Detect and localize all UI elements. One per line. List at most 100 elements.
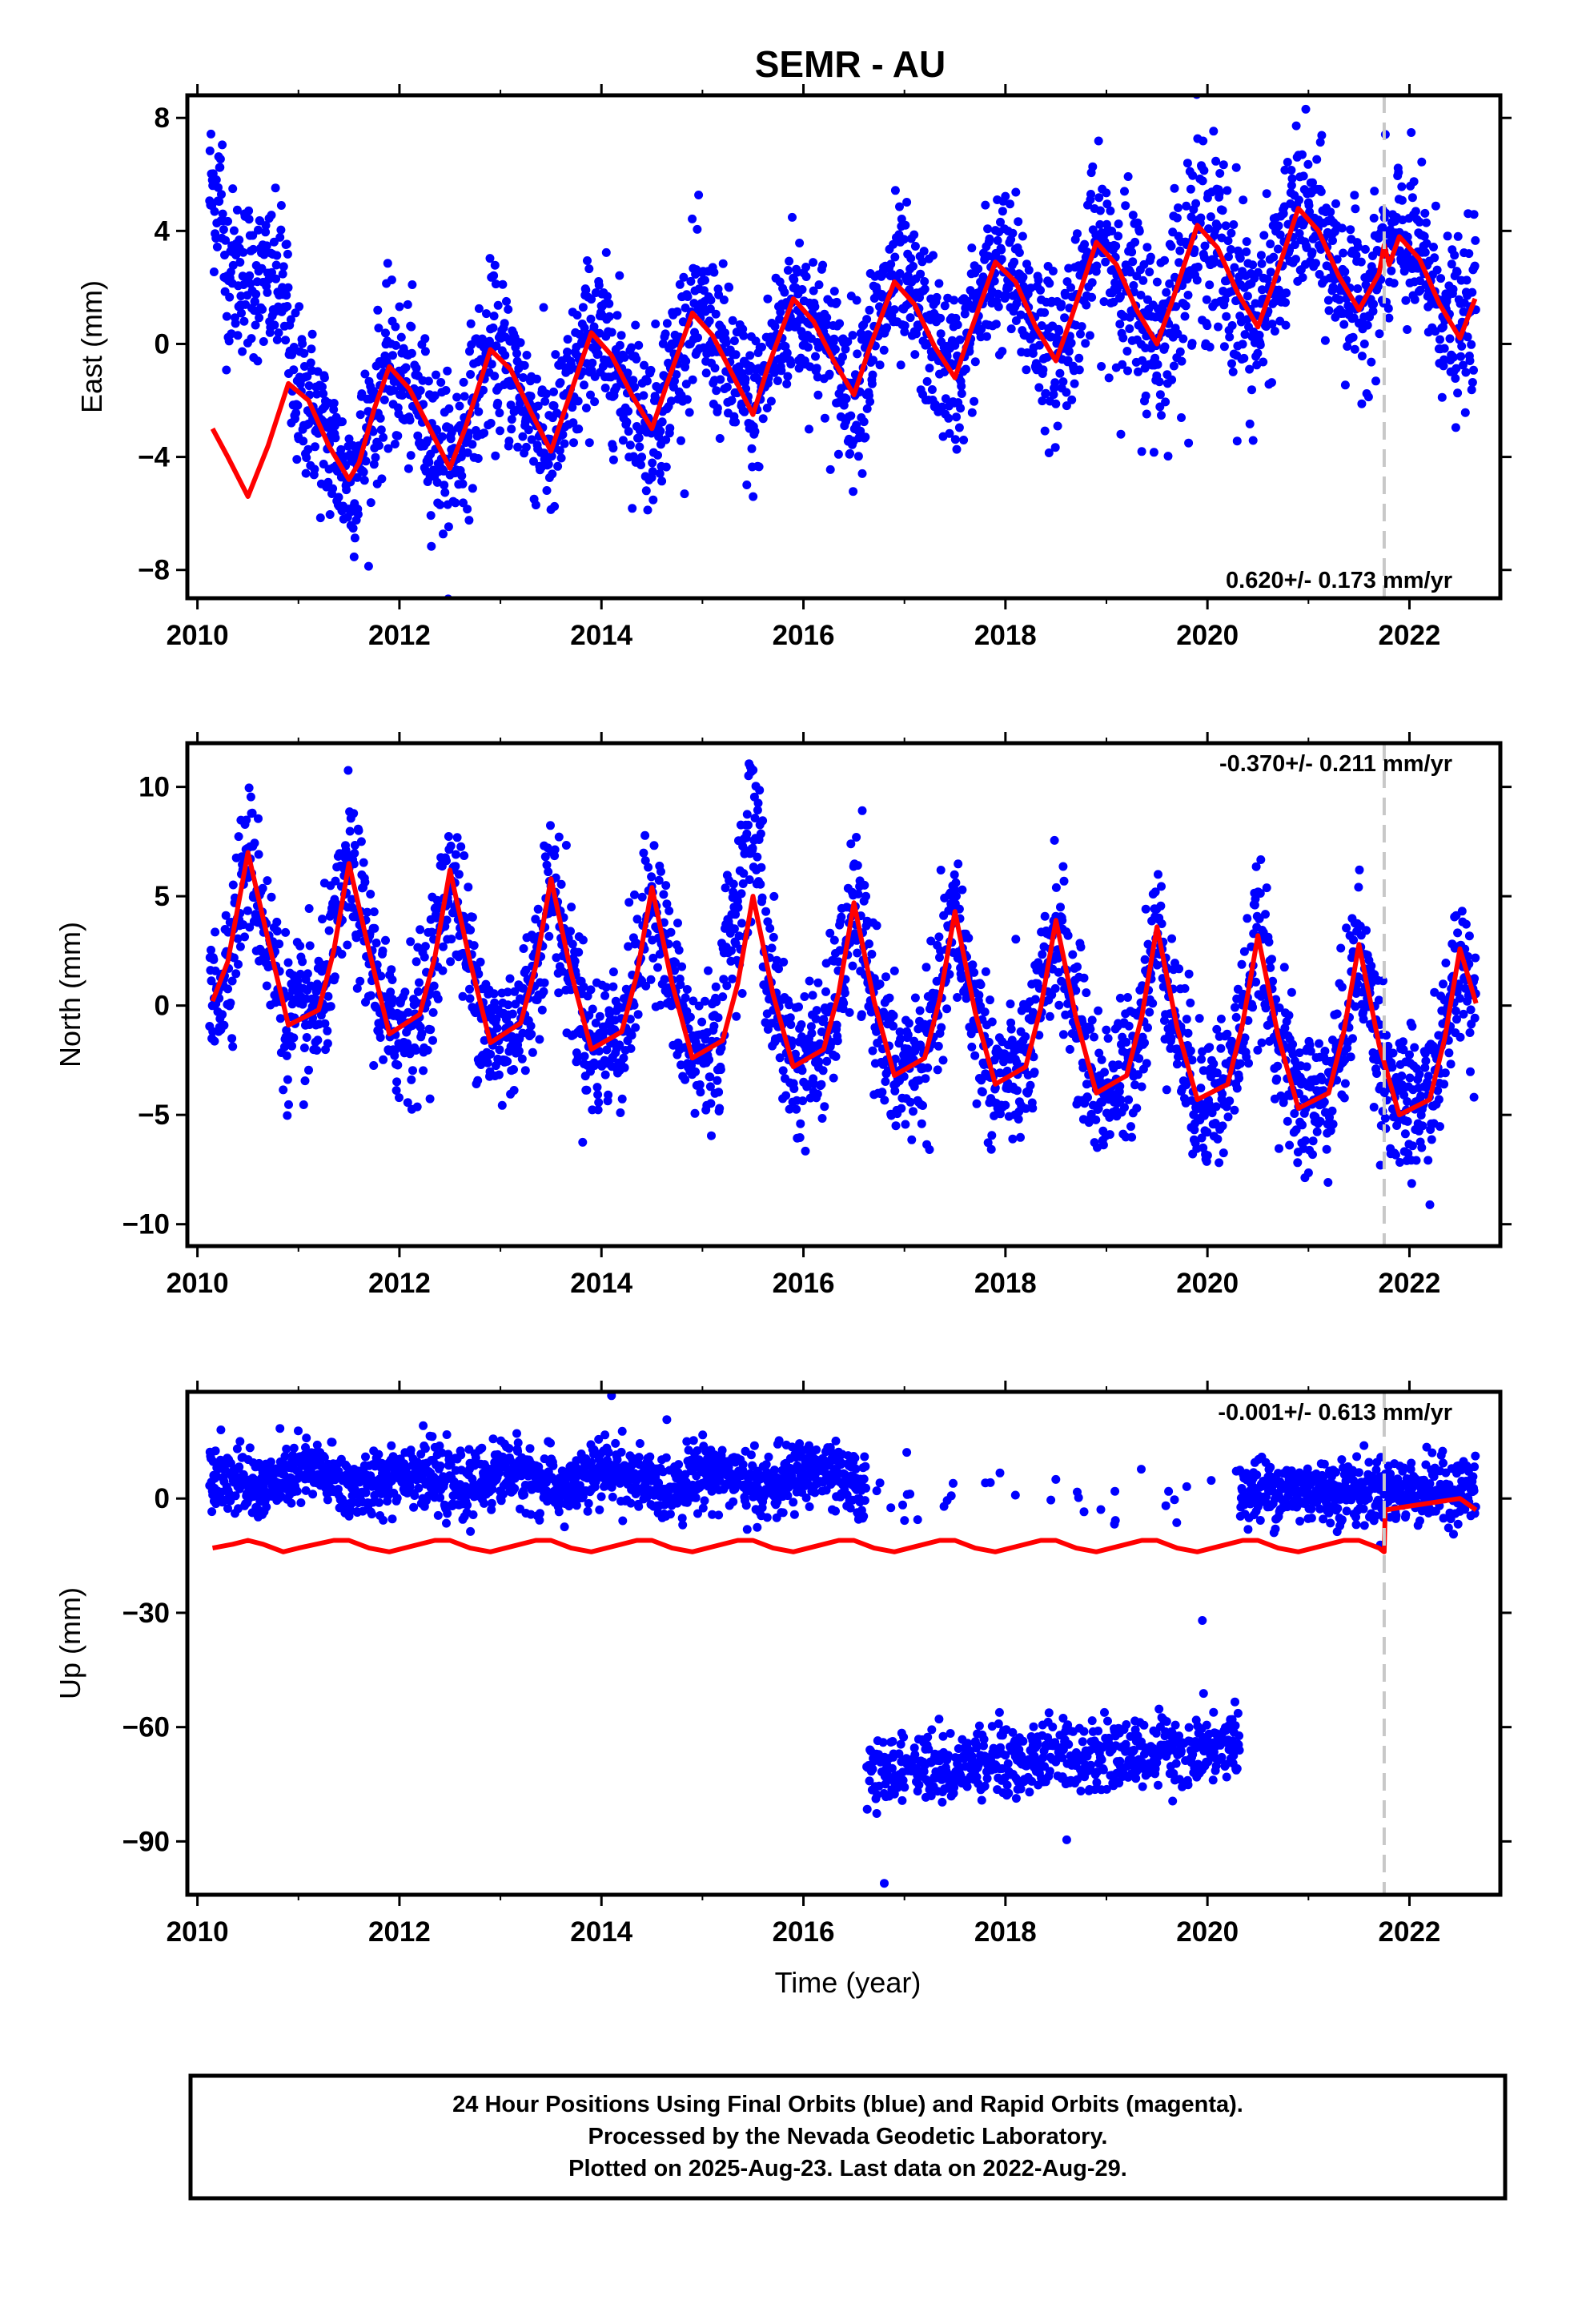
data-point	[785, 1104, 794, 1114]
data-point	[504, 436, 514, 446]
data-point	[531, 501, 540, 510]
data-point	[212, 242, 222, 251]
data-point	[1094, 1048, 1104, 1058]
data-point	[337, 950, 347, 959]
data-point	[704, 966, 713, 975]
data-point	[341, 846, 351, 855]
data-point	[1098, 1140, 1108, 1150]
data-point	[474, 304, 484, 313]
data-point	[289, 1033, 299, 1043]
data-point	[313, 367, 323, 376]
data-point	[1331, 199, 1340, 208]
data-point	[508, 1009, 517, 1019]
data-point	[573, 396, 583, 406]
data-point	[1116, 1095, 1126, 1104]
data-point	[323, 1026, 332, 1035]
data-point	[1006, 999, 1015, 1009]
data-point	[251, 320, 260, 330]
data-point	[785, 256, 794, 266]
data-point	[642, 376, 652, 386]
data-point	[1099, 297, 1109, 307]
data-point	[1198, 176, 1207, 186]
data-point	[671, 958, 681, 967]
data-point	[682, 395, 692, 404]
data-point	[1281, 298, 1290, 308]
data-point	[1209, 127, 1219, 136]
data-point	[319, 460, 328, 468]
data-point	[215, 197, 224, 206]
data-point	[437, 432, 447, 441]
data-point	[681, 356, 691, 366]
data-point	[282, 291, 291, 300]
data-point	[841, 394, 851, 404]
data-point	[503, 1056, 512, 1066]
data-point	[299, 1100, 308, 1109]
data-point	[363, 907, 372, 917]
data-point	[262, 981, 271, 991]
data-point	[497, 1100, 507, 1110]
data-point	[588, 358, 597, 368]
data-point	[1218, 206, 1227, 215]
data-point	[1026, 1080, 1035, 1090]
data-point	[647, 872, 656, 882]
data-point	[425, 1094, 435, 1104]
data-point	[739, 331, 749, 340]
data-point	[292, 455, 302, 464]
data-point	[1098, 1097, 1107, 1107]
data-point	[616, 1108, 625, 1117]
data-point	[1124, 1095, 1134, 1104]
data-point	[617, 1003, 627, 1012]
data-point	[1463, 332, 1472, 342]
data-point	[1229, 220, 1239, 229]
data-point	[958, 885, 967, 895]
data-point	[1137, 1082, 1146, 1092]
data-point	[377, 474, 387, 484]
data-point	[1263, 275, 1272, 283]
data-point	[574, 424, 584, 434]
data-point	[1018, 231, 1027, 241]
data-point	[304, 381, 314, 391]
data-point	[681, 380, 691, 389]
data-point	[366, 991, 375, 1000]
data-point	[1010, 257, 1019, 267]
data-point	[1094, 1104, 1103, 1113]
data-point	[396, 332, 406, 342]
data-point	[444, 832, 453, 841]
data-point	[1467, 340, 1476, 349]
data-point	[628, 504, 637, 513]
data-point	[1018, 272, 1028, 282]
data-point	[1118, 360, 1127, 369]
data-point	[1167, 375, 1177, 384]
data-point	[238, 347, 247, 356]
figure-title: SEMR - AU	[755, 43, 946, 85]
data-point	[272, 251, 282, 260]
data-point	[444, 404, 454, 413]
data-point	[1115, 993, 1125, 1003]
data-point	[253, 356, 263, 366]
data-point	[342, 485, 351, 495]
data-point	[919, 247, 929, 256]
data-point	[857, 468, 867, 478]
data-point	[845, 1007, 854, 1017]
data-point	[468, 440, 477, 449]
data-point	[1062, 401, 1071, 411]
data-point	[1008, 1134, 1018, 1144]
data-point	[685, 408, 694, 417]
data-point	[258, 883, 267, 893]
data-point	[634, 340, 644, 350]
data-point	[1373, 282, 1383, 292]
data-point	[787, 1036, 797, 1046]
data-point	[1102, 199, 1112, 209]
data-point	[833, 1036, 842, 1046]
data-point	[994, 302, 1003, 312]
data-point	[1409, 177, 1419, 187]
data-point	[846, 839, 856, 849]
data-point	[366, 890, 375, 899]
data-point	[1115, 1081, 1125, 1091]
data-point	[936, 329, 946, 339]
data-point	[460, 851, 469, 860]
data-point	[673, 919, 682, 928]
data-point	[711, 309, 721, 319]
data-point	[1371, 376, 1380, 386]
data-point	[282, 239, 291, 249]
